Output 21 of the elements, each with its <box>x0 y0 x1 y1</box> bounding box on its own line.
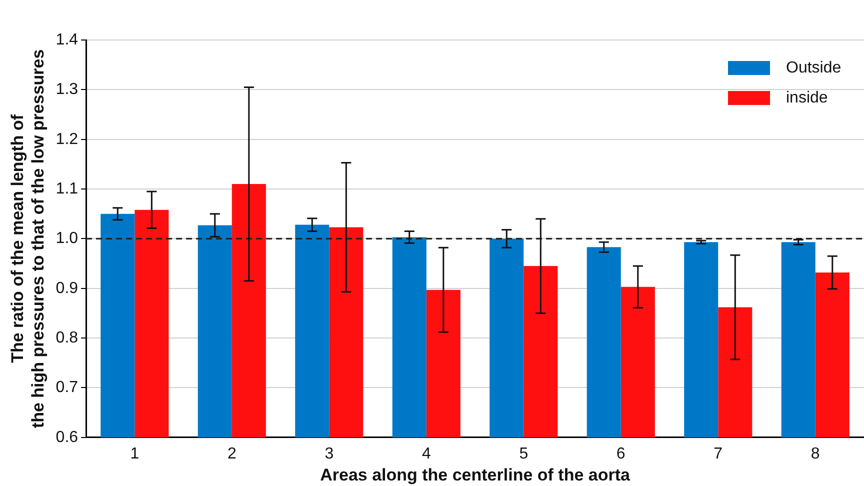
legend-label: Outside <box>786 59 842 76</box>
x-tick-label: 1 <box>130 445 140 462</box>
x-tick-label: 7 <box>714 445 723 462</box>
y-tick-label: 1.0 <box>56 230 78 248</box>
y-tick-label: 1.3 <box>56 81 78 98</box>
y-tick-label: 0.8 <box>56 329 78 346</box>
x-tick-label: 5 <box>519 445 528 462</box>
x-tick-label: 4 <box>422 445 431 462</box>
x-axis-title: Areas along the centerline of the aorta <box>320 465 630 484</box>
y-tick-label: 0.9 <box>56 280 78 297</box>
legend-label: inside <box>786 89 828 106</box>
x-tick-label: 2 <box>227 445 236 462</box>
y-tick-label: 0.6 <box>56 428 78 446</box>
x-tick-label: 3 <box>324 445 334 462</box>
y-tick-label: 0.7 <box>56 379 78 396</box>
y-tick-label: 1.1 <box>56 180 78 198</box>
x-tick-label: 8 <box>810 445 820 462</box>
y-tick-label: 1.4 <box>56 31 78 48</box>
y-tick-label: 1.2 <box>56 130 78 148</box>
x-tick-label: 6 <box>616 445 626 462</box>
y-axis-title: The ratio of the mean length of the high pressures to that of the low pressures <box>8 49 48 428</box>
